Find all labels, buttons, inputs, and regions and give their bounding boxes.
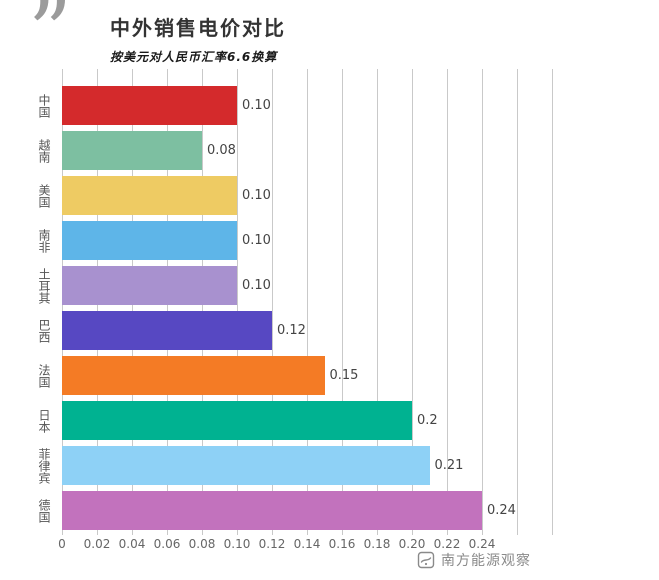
x-axis-tick-label: 0.22 (433, 537, 461, 551)
gridline (307, 69, 308, 535)
x-axis-tick-label: 0.24 (468, 537, 496, 551)
gridline (552, 69, 553, 535)
value-label: 0.10 (242, 278, 271, 293)
value-label: 0.24 (487, 503, 516, 518)
southern-energy-observer-logo-icon (417, 551, 435, 569)
gridline (237, 69, 238, 535)
x-axis-tick-label: 0.04 (118, 537, 146, 551)
value-label: 0.10 (242, 188, 271, 203)
bar-row: 越南 0.08 (37, 128, 554, 173)
x-axis: 0 0.02 0.04 0.06 0.08 0.10 0.12 0.14 0.16 0.18 0.2… (58, 535, 582, 555)
value-label: 0.2 (417, 413, 438, 428)
value-label: 0.08 (207, 143, 236, 158)
bar-row: 美国 0.10 (37, 173, 554, 218)
y-axis-label: 美国 (37, 183, 51, 208)
value-label: 0.10 (242, 98, 271, 113)
x-axis-tick-label: 0.10 (223, 537, 251, 551)
bar (62, 311, 272, 350)
y-axis-label: 菲律宾 (37, 447, 51, 484)
y-axis-label: 越南 (37, 138, 51, 163)
bar (62, 401, 412, 440)
x-axis-tick-label: 0.14 (293, 537, 321, 551)
bar-row: 法国 0.15 (37, 353, 554, 398)
x-axis-tick-label: 0.12 (258, 537, 286, 551)
gridline (377, 69, 378, 535)
bar (62, 176, 237, 215)
bar (62, 266, 237, 305)
bar-row: 菲律宾 0.21 (37, 443, 554, 488)
gridline (272, 69, 273, 535)
gridline (412, 69, 413, 535)
y-axis-label: 法国 (37, 363, 51, 388)
y-axis-label: 中国 (37, 93, 51, 118)
bar-row: 南非 0.10 (37, 218, 554, 263)
chart-subtitle: 按美元对人民币汇率6.6换算 (110, 50, 278, 64)
bar-row: 巴西 0.12 (37, 308, 554, 353)
chart-title: 中外销售电价对比 (110, 16, 286, 40)
bar-chart: 中国 0.10 越南 0.08 美国 0.10 南非 0.10 土耳其 0.10 巴西 0.12 法国 0… (36, 69, 659, 555)
gridline (517, 69, 518, 535)
x-axis-tick-label: 0.20 (398, 537, 426, 551)
bar (62, 446, 430, 485)
bar (62, 491, 482, 530)
y-axis-label: 德国 (37, 498, 51, 523)
source-label: 南方能源观察 (441, 553, 531, 569)
y-axis-label: 南非 (37, 228, 51, 253)
y-axis-label: 巴西 (37, 318, 51, 343)
bar (62, 131, 202, 170)
bar-row: 中国 0.10 (37, 83, 554, 128)
title-block: 中外销售电价对比 按美元对人民币汇率6.6换算 (110, 4, 286, 65)
bar-row: 德国 0.24 (37, 488, 554, 533)
value-label: 0.12 (277, 323, 306, 338)
x-axis-tick-label: 0 (58, 537, 66, 551)
y-axis-label: 日本 (37, 408, 51, 433)
plot-area: 中国 0.10 越南 0.08 美国 0.10 南非 0.10 土耳其 0.10 巴西 0.12 法国 0… (37, 69, 554, 535)
bar-row: 土耳其 0.10 (37, 263, 554, 308)
gridline (447, 69, 448, 535)
bar (62, 86, 237, 125)
x-axis-tick-label: 0.08 (188, 537, 216, 551)
value-label: 0.15 (329, 368, 359, 383)
value-label: 0.10 (242, 233, 271, 248)
quote-icon: ” (28, 0, 72, 83)
bar (62, 356, 325, 395)
x-axis-tick-label: 0.18 (363, 537, 391, 551)
chart-header: ” 中外销售电价对比 按美元对人民币汇率6.6换算 (0, 0, 659, 83)
y-axis-label: 土耳其 (37, 267, 51, 304)
x-axis-tick-label: 0.06 (153, 537, 181, 551)
gridline (342, 69, 343, 535)
bar (62, 221, 237, 260)
x-axis-tick-label: 0.16 (328, 537, 356, 551)
x-axis-tick-label: 0.02 (83, 537, 111, 551)
source-watermark: 南方能源观察 (417, 550, 531, 570)
value-label: 0.21 (434, 458, 464, 473)
bar-row: 日本 0.2 (37, 398, 554, 443)
gridline (482, 69, 483, 535)
